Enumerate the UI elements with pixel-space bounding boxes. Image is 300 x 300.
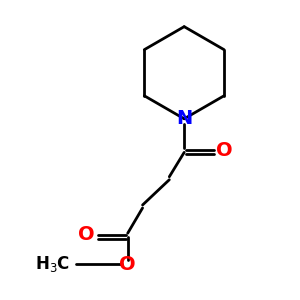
Text: O: O xyxy=(119,255,136,274)
Text: N: N xyxy=(176,109,192,128)
Text: H$_3$C: H$_3$C xyxy=(35,254,70,274)
Text: O: O xyxy=(216,140,232,160)
Text: O: O xyxy=(78,225,95,244)
